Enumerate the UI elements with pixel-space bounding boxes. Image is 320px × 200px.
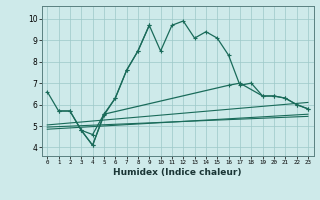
X-axis label: Humidex (Indice chaleur): Humidex (Indice chaleur) — [113, 168, 242, 177]
